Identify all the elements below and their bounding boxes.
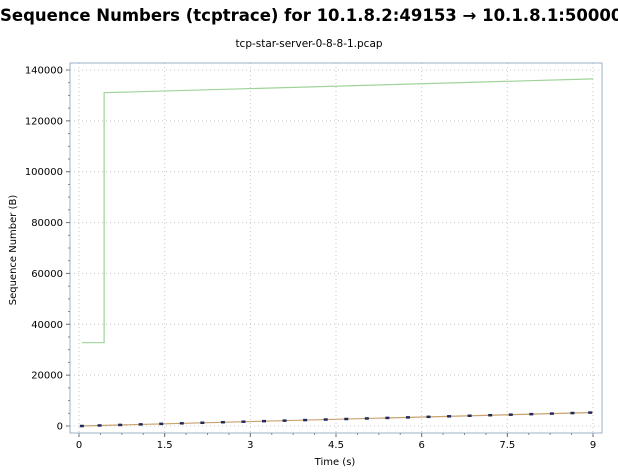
x-axis-title: Time (s): [314, 457, 356, 468]
x-tick-label: 9: [590, 440, 596, 451]
y-tick-label: 40000: [31, 320, 63, 331]
x-tick-label: 1.5: [157, 440, 173, 451]
x-axis: 0 1.5 3 4.5 6 7.5 9: [76, 433, 596, 451]
x-tick-label: 3: [247, 440, 253, 451]
y-tick-label: 120000: [25, 116, 63, 127]
x-tick-label: 7.5: [499, 440, 515, 451]
x-tick-label: 4.5: [328, 440, 344, 451]
chart-subtitle: tcp-star-server-0-8-8-1.pcap: [235, 38, 383, 50]
y-tick-label: 80000: [31, 218, 63, 229]
y-tick-label: 60000: [31, 269, 63, 280]
y-tick-label: 20000: [31, 371, 63, 382]
y-tick-label: 140000: [25, 66, 63, 77]
ack-line-line: [81, 411, 594, 427]
receive-window-line: [81, 78, 594, 344]
x-tick-label: 0: [76, 440, 82, 451]
y-tick-label: 100000: [25, 167, 63, 178]
x-tick-label: 6: [418, 440, 424, 451]
y-axis-title: Sequence Number (B): [8, 195, 19, 306]
y-tick-label: 0: [57, 422, 63, 433]
grid-lines: [70, 63, 602, 433]
plot-series: [79, 78, 594, 428]
chart-title: Sequence Numbers (tcptrace) for 10.1.8.2…: [0, 6, 618, 25]
y-axis: 0 20000 40000 60000 80000 100000 120000 140000: [25, 66, 70, 433]
